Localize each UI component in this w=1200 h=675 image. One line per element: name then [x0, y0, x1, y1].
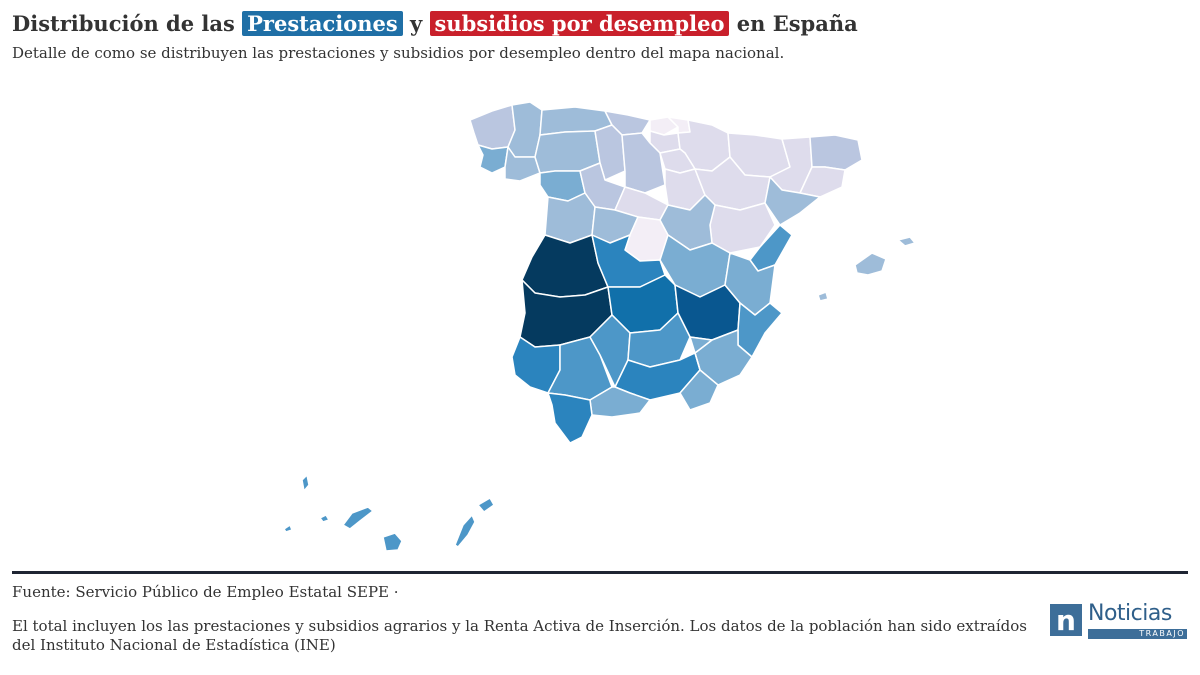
province-toledo[interactable] — [591, 234, 666, 288]
province-alicante[interactable] — [737, 302, 783, 358]
title-part-2: y — [410, 11, 423, 36]
province-tarragona[interactable] — [764, 176, 821, 226]
logo-sub: TRABAJO — [1088, 629, 1187, 639]
spain-choropleth-map — [0, 75, 1200, 565]
title-part-1: Distribución de las — [12, 11, 235, 36]
page-title: Distribución de las Prestaciones y subsi… — [12, 8, 1188, 40]
noticias-trabajo-logo[interactable]: n Noticias TRABAJO — [1050, 601, 1190, 640]
province-ourense[interactable] — [504, 146, 541, 182]
page-subtitle: Detalle de como se distribuyen las prest… — [12, 44, 785, 62]
province-salamanca[interactable] — [544, 192, 596, 244]
title-highlight-prestaciones: Prestaciones — [242, 11, 403, 36]
island-mallorca[interactable] — [854, 252, 887, 276]
footnote: El total incluyen los las prestaciones y… — [12, 617, 1027, 654]
province-vizcaya[interactable] — [649, 116, 679, 136]
island-lanzarote[interactable] — [477, 497, 495, 513]
island-tenerife[interactable] — [342, 506, 374, 530]
source-line: Fuente: Servicio Público de Empleo Estat… — [12, 583, 399, 601]
province-malaga[interactable] — [589, 386, 651, 418]
footer: Fuente: Servicio Público de Empleo Estat… — [12, 583, 1047, 655]
footer-divider — [12, 571, 1188, 574]
island-menorca[interactable] — [897, 236, 916, 247]
island-la-palma[interactable] — [301, 474, 310, 492]
island-fuerteventura[interactable] — [454, 514, 476, 548]
island-la-gomera[interactable] — [319, 514, 330, 523]
province-guadalajara[interactable] — [659, 194, 716, 251]
province-a-coruna[interactable] — [469, 104, 516, 150]
logo-mark-letter: n — [1056, 604, 1076, 636]
province-almeria[interactable] — [679, 336, 719, 411]
province-cadiz[interactable] — [547, 392, 593, 444]
header: Distribución de las Prestaciones y subsi… — [12, 8, 1188, 63]
map-svg — [283, 101, 916, 552]
title-highlight-subsidios: subsidios por desempleo — [429, 11, 730, 36]
island-el-hierro[interactable] — [283, 524, 293, 533]
logo-mark: n — [1050, 604, 1082, 637]
logo-name: Noticias — [1088, 601, 1172, 626]
title-part-3: en España — [736, 11, 858, 36]
province-pontevedra[interactable] — [477, 144, 509, 174]
province-girona[interactable] — [809, 134, 863, 171]
island-ibiza[interactable] — [817, 291, 829, 302]
island-gran-canaria[interactable] — [382, 532, 403, 552]
